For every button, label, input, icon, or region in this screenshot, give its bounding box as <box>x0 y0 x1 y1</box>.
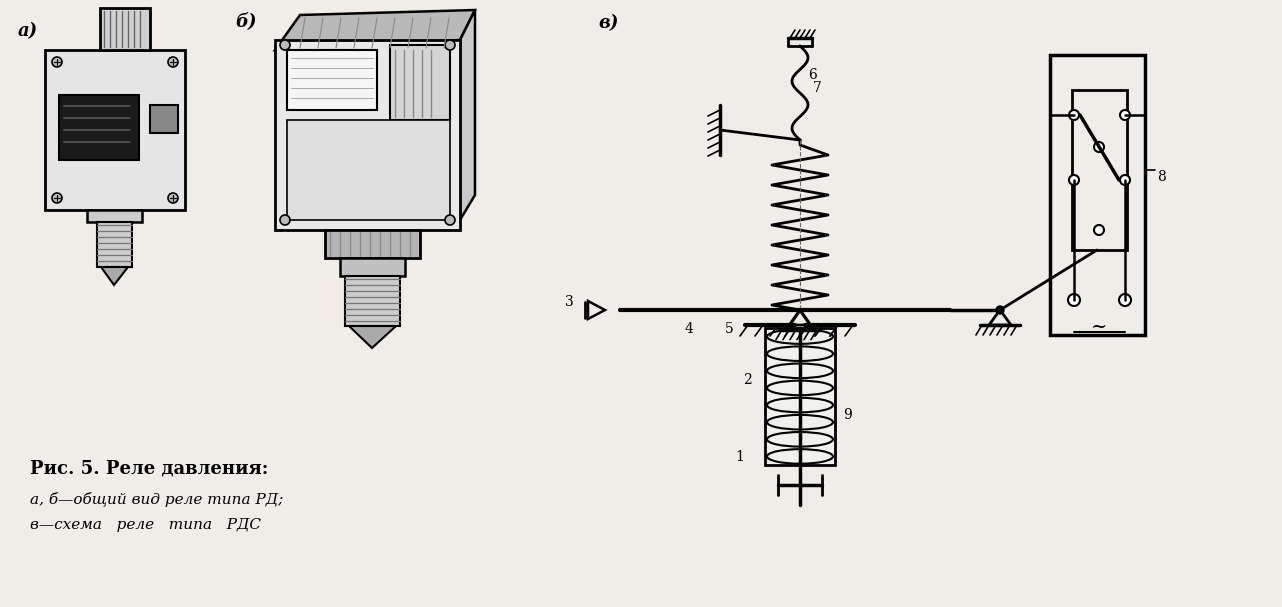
Circle shape <box>279 40 290 50</box>
Bar <box>765 328 835 465</box>
Bar <box>287 50 377 110</box>
Text: 7: 7 <box>813 81 822 95</box>
Circle shape <box>279 215 290 225</box>
Circle shape <box>1094 142 1104 152</box>
Circle shape <box>1120 175 1129 185</box>
Text: 4: 4 <box>685 322 694 336</box>
Circle shape <box>445 40 455 50</box>
Text: 8: 8 <box>1156 170 1165 184</box>
Text: 6: 6 <box>808 68 817 82</box>
Polygon shape <box>460 10 476 220</box>
Text: в—схема   реле   типа   РДС: в—схема реле типа РДС <box>29 518 262 532</box>
Text: 5: 5 <box>726 322 733 336</box>
Text: Рис. 5. Реле давления:: Рис. 5. Реле давления: <box>29 460 268 478</box>
Circle shape <box>996 306 1004 314</box>
Bar <box>276 40 460 230</box>
Circle shape <box>1068 294 1079 306</box>
Circle shape <box>53 57 62 67</box>
Text: ~: ~ <box>1091 318 1108 336</box>
Bar <box>97 222 132 267</box>
Polygon shape <box>349 326 396 348</box>
Bar <box>326 230 420 258</box>
Text: а): а) <box>18 22 38 40</box>
Circle shape <box>168 57 178 67</box>
Circle shape <box>1069 175 1079 185</box>
Bar <box>100 8 150 50</box>
Bar <box>150 105 178 133</box>
Bar <box>340 258 405 276</box>
Text: 9: 9 <box>844 408 851 422</box>
Bar <box>345 276 400 326</box>
Polygon shape <box>101 267 128 285</box>
Bar <box>1050 55 1145 335</box>
Text: 1: 1 <box>735 450 744 464</box>
Circle shape <box>1120 110 1129 120</box>
Polygon shape <box>276 10 476 50</box>
Text: б): б) <box>235 12 256 30</box>
Circle shape <box>1094 225 1104 235</box>
Circle shape <box>445 215 455 225</box>
Circle shape <box>1069 110 1079 120</box>
Circle shape <box>53 193 62 203</box>
Text: 3: 3 <box>565 295 574 309</box>
Circle shape <box>1119 294 1131 306</box>
Bar <box>1072 90 1127 250</box>
Circle shape <box>168 193 178 203</box>
Bar <box>287 120 450 220</box>
Bar <box>87 210 142 222</box>
Bar <box>45 50 185 210</box>
Text: 2: 2 <box>744 373 751 387</box>
Bar <box>59 95 138 160</box>
Bar <box>390 45 450 120</box>
Text: в): в) <box>597 14 618 32</box>
Text: а, б—общий вид реле типа РД;: а, б—общий вид реле типа РД; <box>29 492 283 507</box>
